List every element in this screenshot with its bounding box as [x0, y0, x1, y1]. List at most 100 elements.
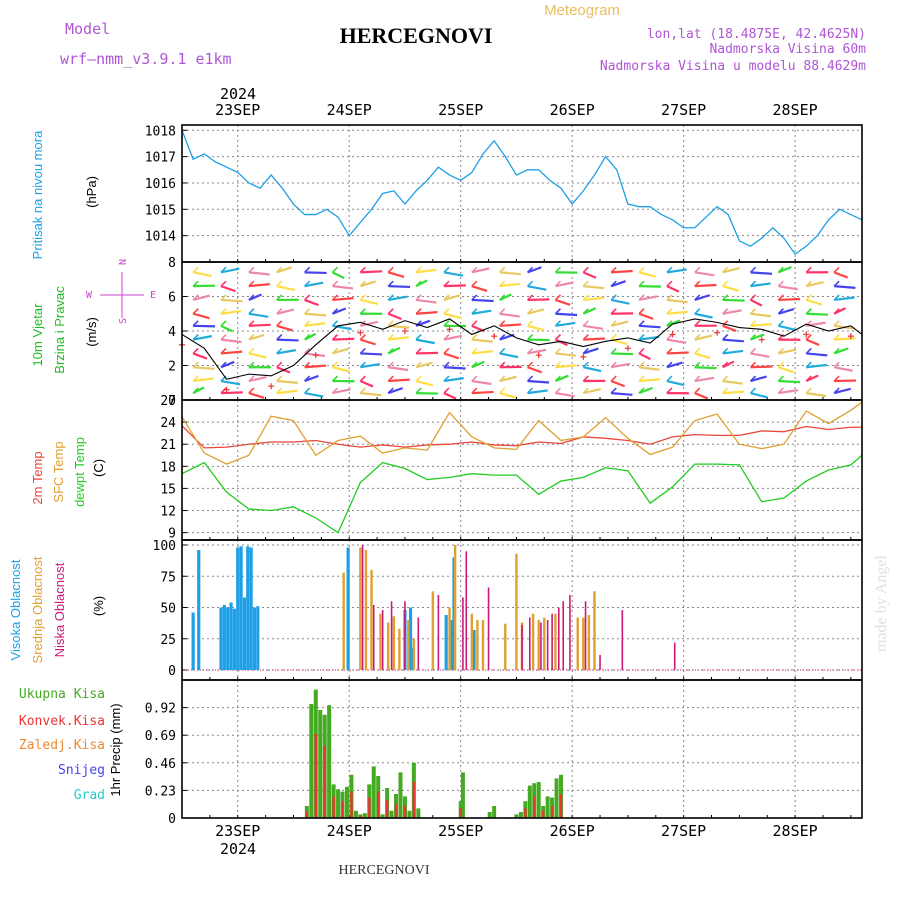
- wind-barb-flag: [415, 375, 422, 382]
- cloud-bar: [398, 628, 401, 670]
- wind-barb-flag: [443, 347, 450, 354]
- wind-barb: [527, 379, 550, 384]
- wind-barb: [471, 298, 494, 303]
- wind-barb: [555, 352, 577, 357]
- wind-barb-flag: [359, 308, 366, 315]
- model-elevation-text: Nadmorska Visina u modelu 88.4629m: [600, 59, 866, 74]
- wind-barb-flag: [192, 361, 199, 368]
- y-tick-label: 27: [160, 394, 176, 409]
- wind-barb: [611, 352, 634, 356]
- footer-station: HERCEGNOVI: [339, 863, 430, 878]
- wind-barb-flag: [359, 347, 366, 354]
- wind-barb-flag: [694, 320, 701, 327]
- wind-barb: [443, 377, 464, 383]
- temp-unit: (C): [91, 459, 106, 477]
- cloud-bar: [431, 591, 435, 670]
- wind-barb: [220, 379, 241, 386]
- panel-wind: 0 2 4 6 8: [168, 256, 863, 409]
- wind-barb-flag: [499, 320, 506, 327]
- cloud-bar: [551, 613, 553, 670]
- precip-bar: [350, 791, 353, 818]
- wind-barb: [583, 337, 606, 341]
- wind-barb-flag: [777, 375, 784, 382]
- wind-barb-flag: [276, 334, 283, 341]
- wind-barb-flag: [359, 361, 366, 368]
- wind-barb-flag: [248, 375, 255, 382]
- cloud-bar: [226, 607, 230, 670]
- wind-barb-flag: [331, 347, 339, 354]
- legend-total-rain: Ukupna Kisa: [19, 687, 105, 702]
- wind-barb-flag: [276, 280, 283, 287]
- wind-barb: [248, 293, 262, 301]
- wind-barb-flag: [415, 294, 422, 301]
- wind-barb: [360, 320, 379, 327]
- wind-barb: [833, 387, 852, 395]
- wind-barb-flag: [610, 280, 617, 287]
- wind-barb-flag: [722, 266, 729, 273]
- wind-barb: [750, 282, 771, 288]
- wind-barb-flag: [443, 266, 450, 273]
- wind-barb: [248, 333, 265, 341]
- wind-barb: [471, 285, 488, 292]
- precip-bar: [407, 810, 412, 818]
- wind-barb: [778, 308, 795, 315]
- cloud-bar: [569, 595, 571, 670]
- cloud-bar: [599, 655, 601, 670]
- wind-barb: [443, 334, 463, 341]
- wind-barb: [416, 351, 439, 355]
- wind-barb: [304, 374, 319, 383]
- wind-barb-flag: [749, 334, 757, 341]
- precip-bar: [376, 791, 380, 818]
- wind-barb-flag: [471, 361, 478, 368]
- wind-barb-flag: [527, 280, 534, 287]
- cloud-bar: [408, 607, 413, 670]
- wind-barb-flag: [499, 308, 506, 315]
- top-day-label: 28SEP: [773, 101, 818, 119]
- wind-barb-flag: [415, 347, 422, 354]
- wind-barb-flag: [220, 320, 227, 327]
- wind-barb-flag: [554, 320, 562, 327]
- cloud-bar: [222, 605, 226, 670]
- wind-barb: [778, 348, 797, 355]
- wind-barb: [806, 392, 827, 398]
- wind-barb: [555, 392, 575, 398]
- wind-barb-flag: [527, 308, 534, 315]
- wind-barb-flag: [471, 334, 478, 341]
- wind-barb: [248, 375, 267, 383]
- y-tick-label: 0.46: [145, 757, 176, 772]
- wind-barb-flag: [582, 334, 589, 341]
- wind-barb: [750, 392, 768, 399]
- legend-snow: Snijeg: [58, 763, 105, 778]
- wind-barb: [555, 312, 578, 317]
- wind-barb-flag: [499, 387, 506, 394]
- wind-barb: [527, 266, 542, 274]
- wind-barb: [611, 392, 633, 396]
- wind-barb-flag: [638, 387, 645, 394]
- wind-barb-flag: [722, 334, 729, 341]
- wind-barb-flag: [833, 361, 840, 368]
- wind-barb-flag: [471, 294, 478, 301]
- wind-barb: [499, 271, 521, 276]
- wind-barb-flag: [554, 308, 562, 315]
- wind-barb: [248, 352, 267, 359]
- wind-barb-flag: [471, 375, 478, 382]
- y-tick-label: 0.69: [145, 729, 176, 744]
- wind-barb-flag: [331, 387, 339, 394]
- station-title: HERCEGNOVI: [340, 23, 493, 48]
- compass-w: W: [86, 290, 93, 301]
- wind-barb: [471, 267, 490, 274]
- wind-ylabel-1: 10m Vjetar: [30, 303, 45, 367]
- wind-barb-flag: [694, 347, 701, 354]
- wind-barb: [555, 298, 571, 306]
- wind-barb: [415, 338, 435, 345]
- legend-hail: Grad: [74, 788, 105, 803]
- wind-barb-flag: [499, 334, 506, 341]
- wind-barb: [443, 352, 460, 360]
- precip-bar: [359, 815, 362, 818]
- wind-barb: [582, 307, 597, 315]
- y-tick-label: 9: [168, 527, 176, 542]
- low-cloud-ylabel: Niska Oblacnost: [52, 562, 67, 657]
- wind-barb-flag: [638, 308, 645, 315]
- wind-barb-flag: [387, 361, 394, 368]
